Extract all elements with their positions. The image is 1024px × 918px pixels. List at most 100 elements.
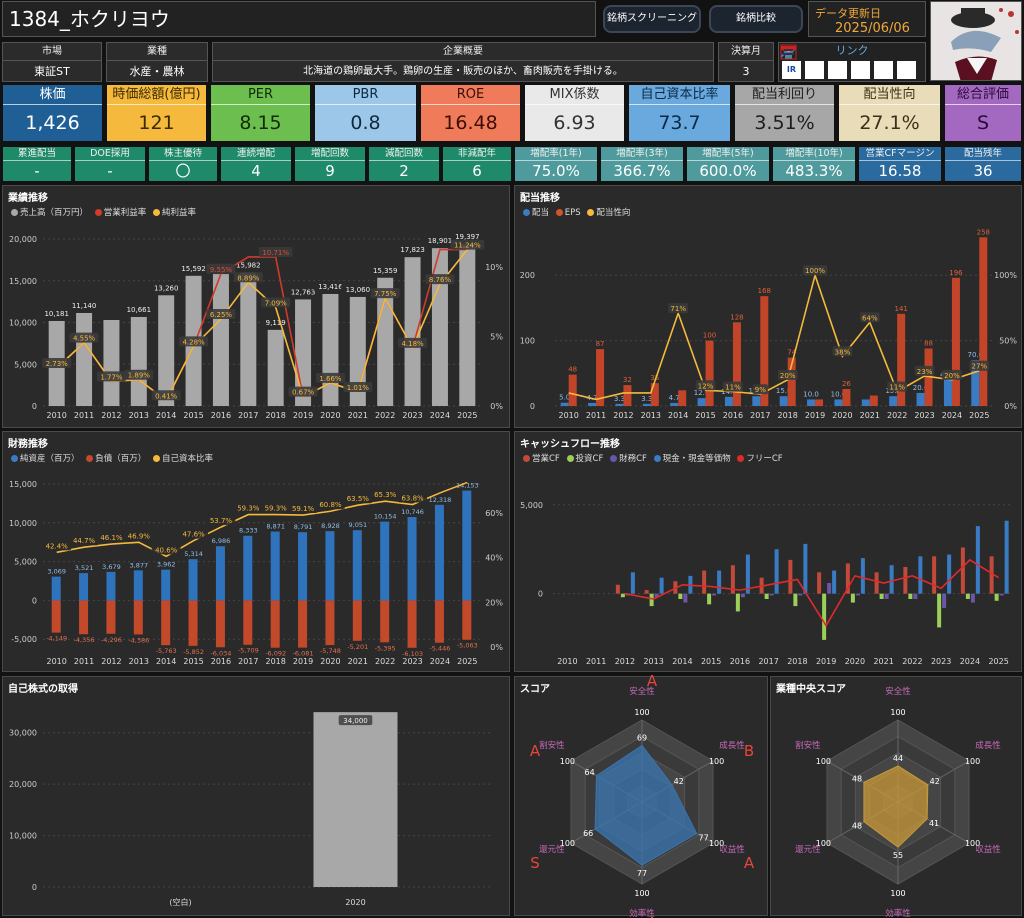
sales-label: 10,181 <box>44 310 69 318</box>
x-tick-label: 2011 <box>74 411 94 420</box>
legend-equity-ratio: 自己資本比率 <box>161 454 213 464</box>
sales-label-bg <box>395 244 430 255</box>
x-tick-label: 2013 <box>641 411 661 420</box>
overview-text: 北海道の鶏卵最大手。鶏卵の生産・販売のほか、畜肉販売を手掛ける。 <box>303 66 623 77</box>
radar-grade: A <box>530 742 541 760</box>
sales-label-bg <box>423 235 457 246</box>
dividend-bar <box>779 396 788 406</box>
sales-label-bg <box>450 231 485 242</box>
y-tick-label: -5,000 <box>11 635 37 644</box>
ir-link-icon[interactable]: IR <box>782 61 801 79</box>
payout-label-bg <box>887 381 908 392</box>
eps-bar <box>568 374 577 406</box>
performance-legend: 売上高（百万円） 営業利益率 純利益率 <box>7 206 196 218</box>
radar-value: 48 <box>852 822 862 831</box>
eps-label: 48 <box>568 366 577 374</box>
radar-axis-label: 安全性 <box>629 686 655 697</box>
payout-label-bg <box>777 369 798 380</box>
eps-label: 88 <box>924 339 933 347</box>
x-tick-label: 2024 <box>430 411 450 420</box>
x-tick-label: 2023 <box>402 657 422 666</box>
x-tick-label: 2013 <box>129 657 149 666</box>
liabilities-label: -4,149 <box>46 635 67 643</box>
x-tick-label: 2025 <box>457 411 477 420</box>
dividend-title: 配当推移 <box>520 193 560 204</box>
fiscal-value: 3 <box>742 65 750 78</box>
radar-max-label: 100 <box>560 839 575 848</box>
performance-title: 業績推移 <box>8 193 48 204</box>
sales-label-bg <box>67 299 101 310</box>
x-tick-label: 2018 <box>266 411 286 420</box>
compare-button[interactable]: 銘柄比較 <box>709 5 803 33</box>
screening-button[interactable]: 銘柄スクリーニング <box>603 5 701 33</box>
y-tick-label: 0 <box>530 402 535 411</box>
eps-bar <box>760 296 769 406</box>
net-margin-label: 7.75% <box>374 290 397 298</box>
yutai-link-icon[interactable] <box>780 44 916 79</box>
x-tick-label: 2014 <box>156 657 176 666</box>
overview-label: 企業概要 <box>213 43 713 61</box>
net-assets-label: 8,928 <box>321 522 340 530</box>
person-link-icon[interactable] <box>785 46 847 79</box>
payout-label: 71% <box>670 305 686 313</box>
fin-cf-bar <box>798 593 803 596</box>
radar-axis-label: 収益性 <box>975 844 1001 855</box>
x-tick-label: 2019 <box>816 657 836 666</box>
cash-bar <box>774 549 779 594</box>
minkabu-link-icon[interactable] <box>781 46 893 79</box>
chart-link-icon[interactable] <box>780 46 870 79</box>
x-tick-label: 2016 <box>211 657 231 666</box>
kpi-value: 6.93 <box>553 112 596 134</box>
equity-ratio-label-bg <box>288 503 318 514</box>
radar-axis-label: 効率性 <box>885 908 911 918</box>
update-date: 2025/06/06 <box>835 21 910 36</box>
net-assets-label: 8,871 <box>266 523 285 531</box>
stat-label: 増配率(5年) <box>687 147 769 161</box>
cashflow-panel: キャッシュフロー推移 営業CF 投資CF 財務CF 現金・現金等価物 フリーCF… <box>514 431 1022 672</box>
x-tick-label: 2012 <box>101 411 121 420</box>
kabutan-link-icon[interactable] <box>783 46 824 79</box>
net-margin-label-bg <box>42 358 72 369</box>
stat-card-10: 増配率(10年) 483.3% <box>772 146 856 182</box>
radar-axis-label: 割安性 <box>539 740 565 751</box>
industry-value: 水産・農林 <box>129 65 185 78</box>
liabilities-label: -5,763 <box>156 647 177 655</box>
eps-label: 32 <box>623 376 632 384</box>
update-date-box: データ更新日 2025/06/06 <box>808 1 926 37</box>
net-margin-label: 1.77% <box>100 373 123 381</box>
x-tick-label: 2017 <box>238 657 258 666</box>
liabilities-bar <box>380 600 390 643</box>
inv-cf-bar <box>965 593 970 599</box>
net-margin-label: 1.89% <box>128 372 151 380</box>
x-tick-label: 2023 <box>931 657 951 666</box>
eps-label: 196 <box>949 269 963 277</box>
inv-cf-bar <box>620 593 625 598</box>
payout-label: 20% <box>780 372 796 380</box>
eps-label: 100 <box>703 332 716 340</box>
eps-bar <box>678 390 687 406</box>
radar-value: 42 <box>930 777 940 786</box>
stat-value: 2 <box>399 162 409 180</box>
net-assets-label: 3,679 <box>102 563 121 571</box>
eps-bar <box>787 357 796 406</box>
inv-cf-bar <box>937 593 942 628</box>
equity-ratio-label: 59.3% <box>237 505 260 513</box>
x-tick-label: 2025 <box>457 657 477 666</box>
dividend-bar <box>752 396 761 406</box>
equity-ratio-label: 44.7% <box>73 537 96 545</box>
y-tick-label: 40% <box>485 554 503 563</box>
dividend-label: 20.0 <box>913 384 929 392</box>
radar-max-label: 100 <box>890 889 905 898</box>
eps-bar <box>979 237 988 406</box>
x-tick-label: 2017 <box>750 411 770 420</box>
overview-cell: 企業概要 北海道の鶏卵最大手。鶏卵の生産・販売のほか、畜肉販売を手掛ける。 <box>212 42 714 82</box>
equity-ratio-label: 46.9% <box>128 532 151 540</box>
payout-label-bg <box>969 360 990 371</box>
kpi-card-5: MIX係数 6.93 <box>524 84 625 142</box>
cash-bar <box>889 565 894 594</box>
net-margin-label-bg <box>261 297 291 308</box>
radar-max-label: 100 <box>965 757 980 766</box>
kpi-label: PBR <box>315 85 416 105</box>
legend-op-margin: 営業利益率 <box>103 208 147 218</box>
legend-inv-cf: 投資CF <box>575 454 604 464</box>
